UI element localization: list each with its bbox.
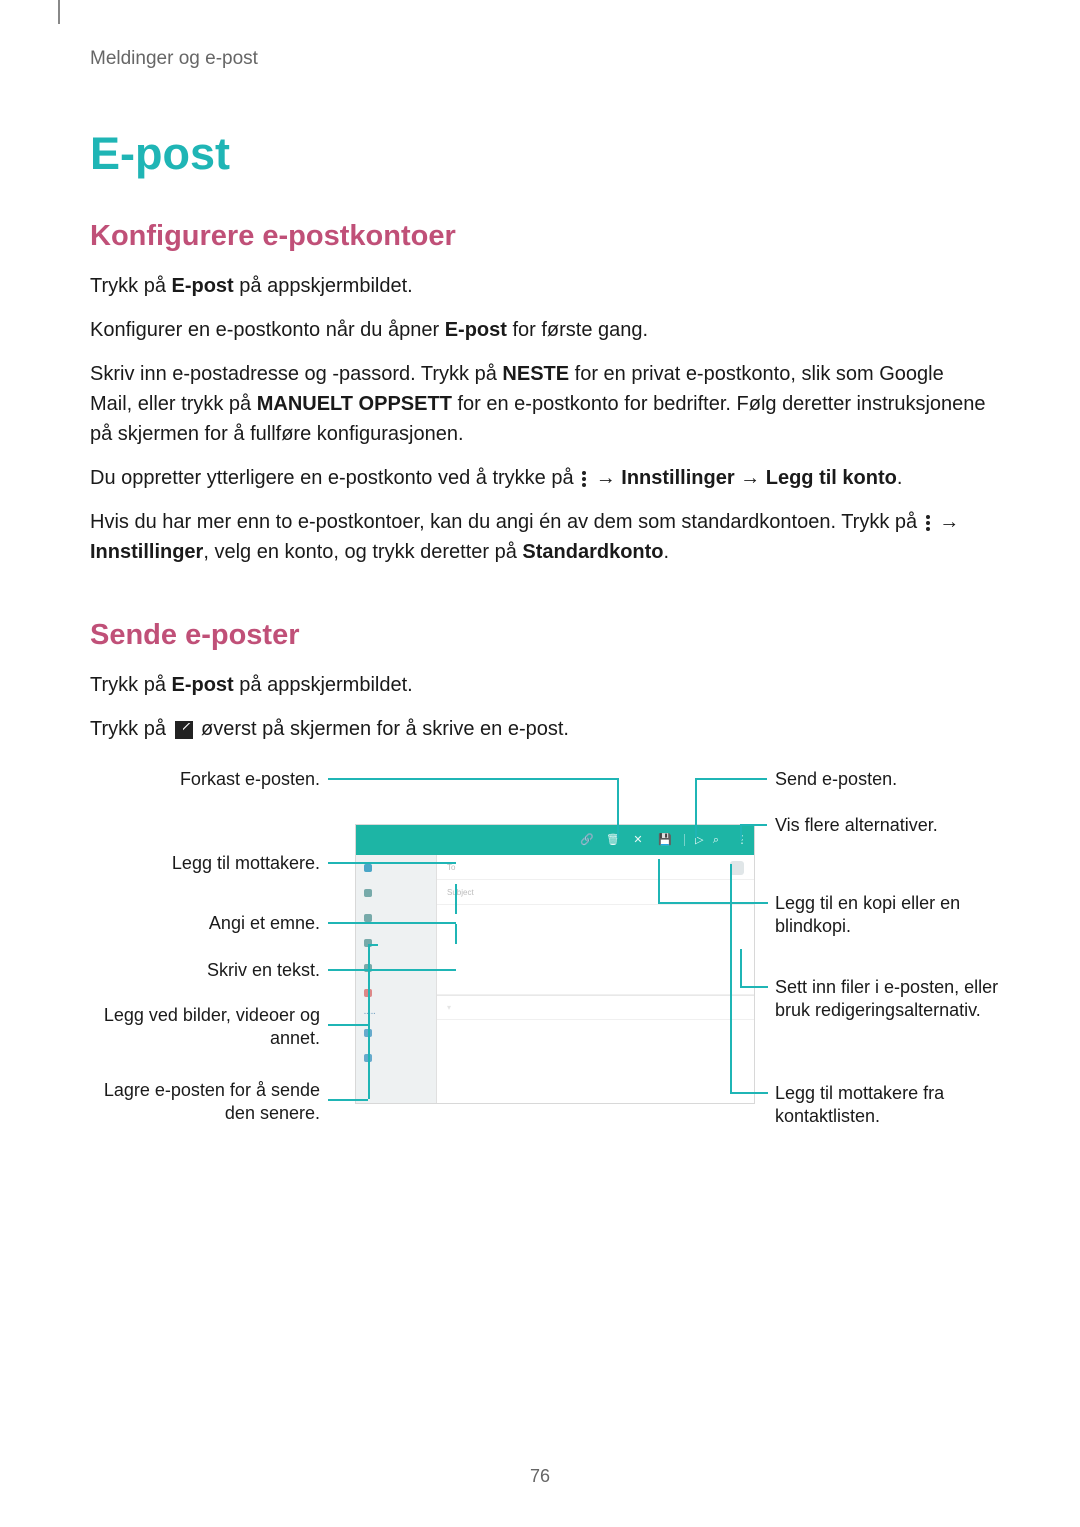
leader-line [695, 778, 697, 838]
text: for første gang. [507, 319, 648, 341]
breadcrumb: Meldinger og e-post [90, 48, 990, 70]
text: → [590, 467, 621, 489]
body-para: Hvis du har mer enn to e-postkontoer, ka… [90, 507, 990, 567]
body-para: Trykk på E-post på appskjermbildet. [90, 271, 990, 301]
leader-line [328, 922, 456, 924]
leader-line [658, 859, 660, 902]
side-item [356, 880, 436, 905]
text: på appskjermbildet. [234, 275, 413, 297]
text: Du oppretter ytterligere en e-postkonto … [90, 467, 579, 489]
leader-line [328, 969, 456, 971]
body-field-row [437, 905, 754, 995]
close-icon: ✕ [632, 834, 644, 846]
text: . [897, 467, 903, 489]
leader-line [455, 884, 457, 914]
leader-line [328, 862, 456, 864]
side-item [356, 855, 436, 880]
callout-contacts: Legg til mottakere fra kontaktlisten. [775, 1082, 1005, 1129]
leader-line [328, 1024, 368, 1026]
leader-line [368, 944, 378, 946]
bold-text: Innstillinger [621, 467, 734, 489]
section-heading-send: Sende e-poster [90, 619, 990, 652]
text: på appskjermbildet. [234, 674, 413, 696]
callout-write-text: Skriv en tekst. [90, 959, 320, 982]
body-para: Trykk på E-post på appskjermbildet. [90, 670, 990, 700]
bold-text: Standardkonto [522, 541, 663, 563]
callout-insert-files: Sett inn filer i e-posten, eller bruk re… [775, 976, 1005, 1023]
page-number: 76 [530, 1466, 550, 1487]
leader-line [730, 864, 732, 1092]
text: Trykk på [90, 275, 172, 297]
leader-line [617, 778, 619, 838]
callout-add-recipients: Legg til mottakere. [90, 852, 320, 875]
body-para: Konfigurer en e-postkonto når du åpner E… [90, 315, 990, 345]
leader-line [328, 778, 618, 780]
side-item [356, 905, 436, 930]
bold-text: E-post [172, 275, 234, 297]
leader-line [740, 986, 768, 988]
section-heading-configure: Konfigurere e-postkontoer [90, 220, 990, 253]
to-field-row: To [437, 855, 754, 880]
bold-text: Legg til konto [766, 467, 897, 489]
text: → [735, 467, 766, 489]
callout-cc-bcc: Legg til en kopi eller en blindkopi. [775, 892, 1005, 939]
text: → [934, 511, 960, 533]
compose-icon [175, 721, 193, 739]
text: øverst på skjermen for å skrive en e-pos… [196, 718, 569, 740]
toolbar-row: ▾ [437, 995, 754, 1020]
callout-subject: Angi et emne. [90, 912, 320, 935]
page-title: E-post [90, 128, 990, 180]
leader-line [368, 944, 370, 1024]
leader-line [455, 924, 457, 944]
bold-text: E-post [445, 319, 507, 341]
leader-line [740, 824, 742, 840]
callout-more-options: Vis flere alternativer. [775, 814, 1005, 837]
margin-rule [58, 0, 60, 24]
link-icon: 🔗 [580, 834, 592, 846]
callout-send: Send e-posten. [775, 768, 1005, 791]
leader-line [695, 778, 767, 780]
text: , velg en konto, og trykk deretter på [203, 541, 522, 563]
text: Konfigurer en e-postkonto når du åpner [90, 319, 445, 341]
bold-text: E-post [172, 674, 234, 696]
text: Hvis du har mer enn to e-postkontoer, ka… [90, 511, 923, 533]
leader-line [730, 1092, 768, 1094]
search-icon: ⌕ [710, 834, 722, 846]
contact-picker-chip [730, 861, 744, 875]
body-para: Trykk på øverst på skjermen for å skrive… [90, 714, 990, 744]
callout-save-draft: Lagre e-posten for å sende den senere. [90, 1079, 320, 1126]
leader-line [740, 949, 742, 987]
save-icon: 💾 [658, 834, 670, 846]
callout-attach: Legg ved bilder, videoer og annet. [90, 1004, 320, 1051]
text: Trykk på [90, 718, 172, 740]
screenshot-mainpane: To Subject ▾ [436, 855, 754, 1103]
bold-text: MANUELT OPPSETT [257, 393, 452, 415]
leader-line [658, 902, 768, 904]
body-para: Skriv inn e-postadresse og -passord. Try… [90, 359, 990, 449]
leader-line [328, 1099, 368, 1101]
bold-text: NESTE [502, 363, 569, 385]
compose-screenshot: 🔗 🗑 ✕ 💾 ▷ ⌕ ⋮ ····· To [355, 824, 755, 1104]
more-icon [926, 513, 931, 533]
callout-discard: Forkast e-posten. [90, 768, 320, 791]
more-icon [582, 469, 587, 489]
text: . [664, 541, 670, 563]
body-para: Du oppretter ytterligere en e-postkonto … [90, 463, 990, 493]
text: Trykk på [90, 674, 172, 696]
compose-email-diagram: Forkast e-posten. Legg til mottakere. An… [90, 764, 990, 1164]
leader-line [740, 824, 767, 826]
bold-text: Innstillinger [90, 541, 203, 563]
text: Skriv inn e-postadresse og -passord. Try… [90, 363, 502, 385]
leader-line [368, 1024, 370, 1099]
more-vert-icon: ⋮ [736, 834, 748, 846]
